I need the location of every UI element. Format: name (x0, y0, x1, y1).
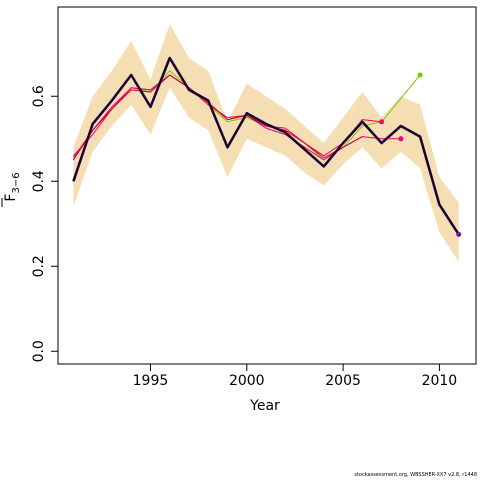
y-axis-title-main: F (3, 194, 19, 202)
series-end-point-1 (417, 72, 423, 78)
series-line-4 (72, 74, 363, 161)
marker-layer (379, 72, 462, 237)
series-layer (72, 56, 460, 236)
x-tick-label: 2005 (325, 373, 361, 389)
confidence-band (73, 24, 459, 262)
series-end-point-5 (456, 231, 462, 237)
svg-text:F3−6: F3−6 (3, 172, 22, 201)
x-tick-label: 2010 (422, 373, 458, 389)
x-axis-title: Year (249, 398, 280, 414)
plot-frame (57, 6, 477, 365)
series-line-5 (72, 56, 460, 236)
y-tick-label: 0.2 (31, 255, 47, 277)
footer-credit: stockassessment.org, WBSSHER-XX7 v2.8, r… (354, 472, 477, 478)
y-tick-label: 0.6 (31, 85, 47, 107)
y-axis-title: F3−6 (1, 172, 22, 207)
y-tick-label: 0.4 (31, 170, 47, 192)
x-axis: 1995 2000 2005 2010 (133, 364, 458, 389)
y-axis-title-subscript: 3−6 (11, 172, 22, 193)
series-end-point-3 (398, 136, 404, 142)
y-axis: 0.0 0.2 0.4 0.6 (31, 85, 58, 362)
x-tick-label: 1995 (133, 373, 169, 389)
series-end-point-2 (379, 119, 385, 125)
x-tick-label: 2000 (229, 373, 265, 389)
uncertainty-band-layer (73, 24, 459, 262)
y-tick-label: 0.0 (31, 340, 47, 362)
